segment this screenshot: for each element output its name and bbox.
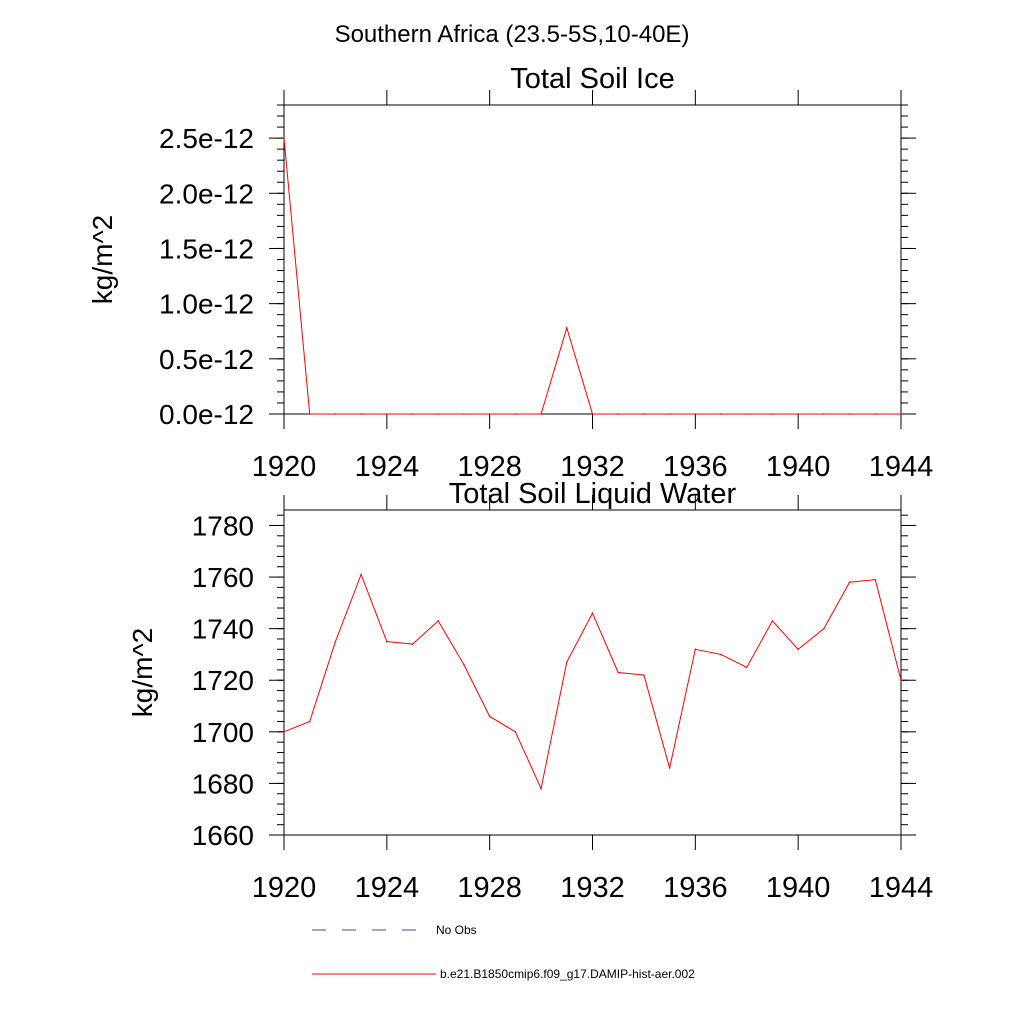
chart0-xtick-label: 1936 [663, 451, 728, 483]
chart1-ytick-label: 1740 [192, 614, 254, 645]
chart1-ytick-label: 1720 [192, 665, 254, 696]
chart1-data-point [514, 731, 517, 733]
chart1-xtick-label: 1944 [869, 872, 934, 904]
chart1-data-point [900, 679, 902, 682]
chart1-data-point [874, 578, 877, 581]
chart0-series-line [283, 138, 901, 415]
chart1-data-point [437, 620, 440, 622]
chart0-data-point [720, 413, 722, 415]
chart0-data-point [617, 413, 620, 415]
chart0-data-point [360, 413, 362, 415]
chart0-xtick-label: 1924 [355, 451, 420, 483]
chart0-data-point [591, 413, 594, 415]
chart0-ytick-label: 0.5e-12 [159, 344, 254, 375]
chart1-xtick-label: 1932 [560, 872, 625, 904]
chart1-ylabel: kg/m^2 [127, 628, 158, 717]
chart0-xtick-label: 1944 [869, 451, 934, 483]
chart1-data-point [771, 620, 774, 622]
chart1-data-point [360, 573, 362, 576]
legend: No Obs b.e21.B1850cmip6.f09_g17.DAMIP-hi… [312, 923, 695, 981]
chart1-data-point [565, 661, 568, 663]
chart0-data-point [694, 413, 697, 415]
chart0-data-point [308, 413, 311, 415]
chart1-data-point [386, 640, 388, 643]
chart0-data-point [668, 413, 671, 415]
chart0-xtick-label: 1932 [560, 451, 625, 483]
chart1-data-point [540, 787, 542, 790]
chart1-ytick-label: 1780 [192, 510, 254, 541]
chart1-data-point [745, 666, 748, 669]
chart0-ytick-label: 2.5e-12 [159, 123, 254, 154]
chart1-data-point [617, 671, 620, 674]
figure-title: Southern Africa (23.5-5S,10-40E) [335, 21, 690, 48]
chart0-data-point [874, 413, 877, 415]
legend-label-model: b.e21.B1850cmip6.f09_g17.DAMIP-hist-aer.… [440, 967, 695, 981]
chart1-data-point [797, 648, 799, 651]
chart1-data-point [488, 715, 491, 718]
chart1-ytick-label: 1700 [192, 717, 254, 748]
chart0-plot-frame [283, 104, 902, 415]
chart0-data-point [463, 413, 465, 415]
chart0-data-point [514, 413, 517, 415]
chart0-xtick-label: 1940 [766, 451, 831, 483]
chart1-data-point [411, 643, 414, 645]
chart1-series-line [283, 573, 902, 791]
chart0-data-point [771, 413, 774, 415]
chart0-data-point [488, 413, 491, 415]
chart1-ytick-label: 1760 [192, 562, 254, 593]
chart1-data-point [668, 767, 671, 769]
chart0-xtick-label: 1928 [457, 451, 522, 483]
chart1-ytick-label: 1680 [192, 768, 254, 799]
chart1-data-point [308, 720, 311, 723]
chart1-xtick-label: 1920 [252, 872, 317, 904]
chart0-data-point [745, 413, 748, 415]
chart1-xtick-label: 1936 [663, 872, 728, 904]
chart1-data-point [694, 648, 697, 651]
chart0-title: Total Soil Ice [510, 63, 674, 95]
chart1-data-point [591, 612, 594, 614]
chart0-ytick-label: 2.0e-12 [159, 178, 254, 209]
chart0-ylabel: kg/m^2 [87, 215, 118, 304]
chart0-ytick-label: 1.5e-12 [159, 233, 254, 264]
chart1-data-point [643, 674, 645, 676]
chart0-data-point [437, 413, 440, 415]
chart1-data-point [848, 581, 851, 584]
chart1-data-point [283, 731, 285, 733]
chart0-ytick-label: 0.0e-12 [159, 399, 254, 430]
chart0-data-point [900, 413, 902, 415]
chart0-data-point [283, 137, 285, 139]
chart1-xtick-label: 1924 [355, 872, 420, 904]
panel-total-soil-ice: Total Soil Ice 1920 1924 1928 1932 1936 1940 19… [87, 63, 933, 483]
legend-label-no-obs: No Obs [436, 923, 477, 937]
chart0-data-point [411, 413, 414, 415]
chart0-data-point [540, 413, 542, 415]
chart0-data-point [848, 413, 851, 415]
chart0-data-point [334, 413, 337, 415]
chart0-ytick-label: 1.0e-12 [159, 289, 254, 320]
chart0-data-point [565, 327, 568, 329]
chart0-xtick-label: 1920 [252, 451, 317, 483]
chart1-data-point [463, 663, 465, 666]
chart0-data-point [797, 413, 799, 415]
chart1-plot-frame [283, 509, 902, 836]
chart1-xtick-label: 1940 [766, 872, 831, 904]
chart0-data-point [643, 413, 645, 415]
chart1-data-point [720, 653, 722, 656]
chart0-data-point [386, 413, 388, 415]
chart0-data-point [823, 413, 825, 415]
chart1-xtick-label: 1928 [457, 872, 522, 904]
chart1-ytick-label: 1660 [192, 820, 254, 851]
chart1-data-point [823, 627, 825, 630]
chart1-data-point [334, 640, 337, 643]
